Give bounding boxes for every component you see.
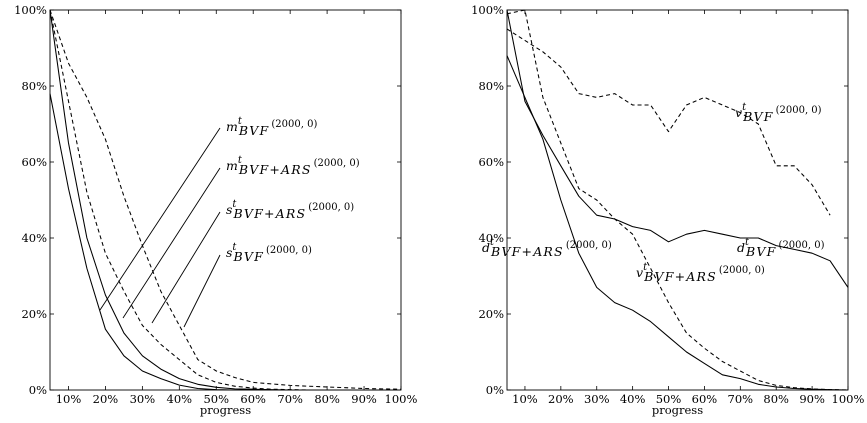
- y-tick-label: 20%: [21, 307, 47, 321]
- annotation-leader-line: [151, 211, 221, 324]
- series-annotation: st BVF (2000, 0): [226, 242, 312, 264]
- y-tick-label: 40%: [21, 231, 47, 245]
- annotation-superscript: t: [238, 155, 243, 166]
- annotation-args: (2000, 0): [779, 240, 825, 251]
- annotation-args: (2000, 0): [566, 240, 612, 251]
- annotation-base: v: [636, 265, 643, 280]
- annotation-args: (2000, 0): [776, 105, 822, 116]
- annotation-subscript: BVF: [238, 123, 270, 138]
- x-tick-label: 100%: [832, 392, 865, 406]
- y-tick-label: 80%: [21, 79, 47, 93]
- x-tick-label: 60%: [240, 392, 266, 406]
- annotation-base: d: [482, 240, 490, 255]
- right-chart: 0% 20% 40% 60% 80% 100% 10% 20% 30% 40% 50% 60% 70% 8…: [471, 3, 864, 417]
- x-tick-label: 50%: [203, 392, 229, 406]
- annotation-subscript: BVF: [742, 109, 774, 124]
- annotation-args: (2000, 0): [314, 158, 360, 169]
- annotation-superscript: t: [490, 237, 495, 248]
- annotation-subscript: BVF: [745, 244, 777, 259]
- annotation-leader-line: [122, 167, 221, 319]
- annotation-leader-line: [183, 254, 221, 328]
- annotation-args: (2000, 0): [719, 265, 765, 276]
- annotation-subscript: BVF: [232, 249, 264, 264]
- x-tick-label: 100%: [385, 392, 418, 406]
- y-tick-label: 100%: [471, 3, 504, 17]
- y-tick-label: 20%: [478, 307, 504, 321]
- plot-frame: [506, 9, 849, 391]
- series-line-v-t-bvf-ars: [506, 9, 849, 391]
- annotation-subscript: BVF+ARS: [490, 244, 564, 259]
- annotation-base: s: [226, 245, 232, 260]
- x-tick-label: 40%: [167, 392, 193, 406]
- annotation-base: s: [226, 202, 232, 217]
- annotation-subscript: BVF+ARS: [232, 206, 306, 221]
- x-tick-label: 60%: [692, 392, 718, 406]
- left-chart: 0% 20% 40% 60% 80% 100% 10% 20% 30% 40% 50% 60% 70% 8…: [14, 3, 417, 417]
- annotation-superscript: t: [232, 199, 237, 210]
- x-tick-label: 80%: [314, 392, 340, 406]
- x-axis-label: progress: [200, 403, 251, 417]
- series-line-v-t-bvf: [506, 28, 831, 216]
- series-line-d-t-bvf-ars: [506, 55, 849, 391]
- annotation-superscript: t: [232, 242, 237, 253]
- y-tick-label: 80%: [478, 79, 504, 93]
- annotation-args: (2000, 0): [308, 202, 354, 213]
- y-tick-label: 40%: [478, 231, 504, 245]
- series-annotation: dt BVF (2000, 0): [737, 237, 825, 259]
- x-tick-label: 90%: [351, 392, 377, 406]
- x-tick-label: 30%: [584, 392, 610, 406]
- series-annotation: mt BVF+ARS (2000, 0): [226, 155, 360, 177]
- x-tick-label: 70%: [728, 392, 754, 406]
- annotation-superscript: t: [643, 262, 648, 273]
- annotation-base: m: [226, 119, 238, 134]
- series-line-s-t-bvf: [49, 9, 401, 391]
- annotation-base: v: [735, 105, 742, 120]
- series-line-m-t-bvf-ars: [49, 9, 401, 391]
- annotation-base: d: [737, 240, 745, 255]
- x-tick-label: 50%: [656, 392, 682, 406]
- series-annotation: vt BVF+ARS (2000, 0): [636, 262, 765, 284]
- series-annotation: mt BVF (2000, 0): [226, 116, 317, 138]
- x-tick-label: 10%: [56, 392, 82, 406]
- x-tick-label: 40%: [620, 392, 646, 406]
- annotation-base: m: [226, 158, 238, 173]
- x-tick-label: 70%: [277, 392, 303, 406]
- annotation-superscript: t: [745, 237, 750, 248]
- annotation-subscript: BVF+ARS: [238, 162, 312, 177]
- series-annotation: st BVF+ARS (2000, 0): [226, 199, 354, 221]
- x-tick-label: 30%: [130, 392, 156, 406]
- annotation-args: (2000, 0): [271, 119, 317, 130]
- plot-frame: [49, 9, 402, 391]
- series-line-m-t-bvf: [49, 9, 402, 390]
- annotation-args: (2000, 0): [266, 245, 312, 256]
- x-tick-label: 80%: [763, 392, 789, 406]
- annotation-subscript: BVF+ARS: [643, 269, 717, 284]
- x-tick-label: 20%: [548, 392, 574, 406]
- x-tick-label: 90%: [799, 392, 825, 406]
- x-axis-label: progress: [652, 403, 703, 417]
- annotation-leader-line: [99, 127, 221, 311]
- annotation-superscript: t: [742, 102, 747, 113]
- y-tick-label: 0%: [486, 383, 504, 397]
- y-tick-label: 0%: [29, 383, 47, 397]
- series-annotation: dt BVF+ARS (2000, 0): [482, 237, 612, 259]
- x-tick-label: 10%: [512, 392, 538, 406]
- x-tick-label: 20%: [93, 392, 119, 406]
- y-tick-label: 60%: [478, 155, 504, 169]
- y-tick-label: 60%: [21, 155, 47, 169]
- series-line-d-t-bvf: [506, 9, 849, 288]
- annotation-superscript: t: [238, 116, 243, 127]
- y-tick-label: 100%: [14, 3, 47, 17]
- series-annotation: vt BVF (2000, 0): [735, 102, 822, 124]
- series-line-s-t-bvf-ars: [49, 93, 401, 391]
